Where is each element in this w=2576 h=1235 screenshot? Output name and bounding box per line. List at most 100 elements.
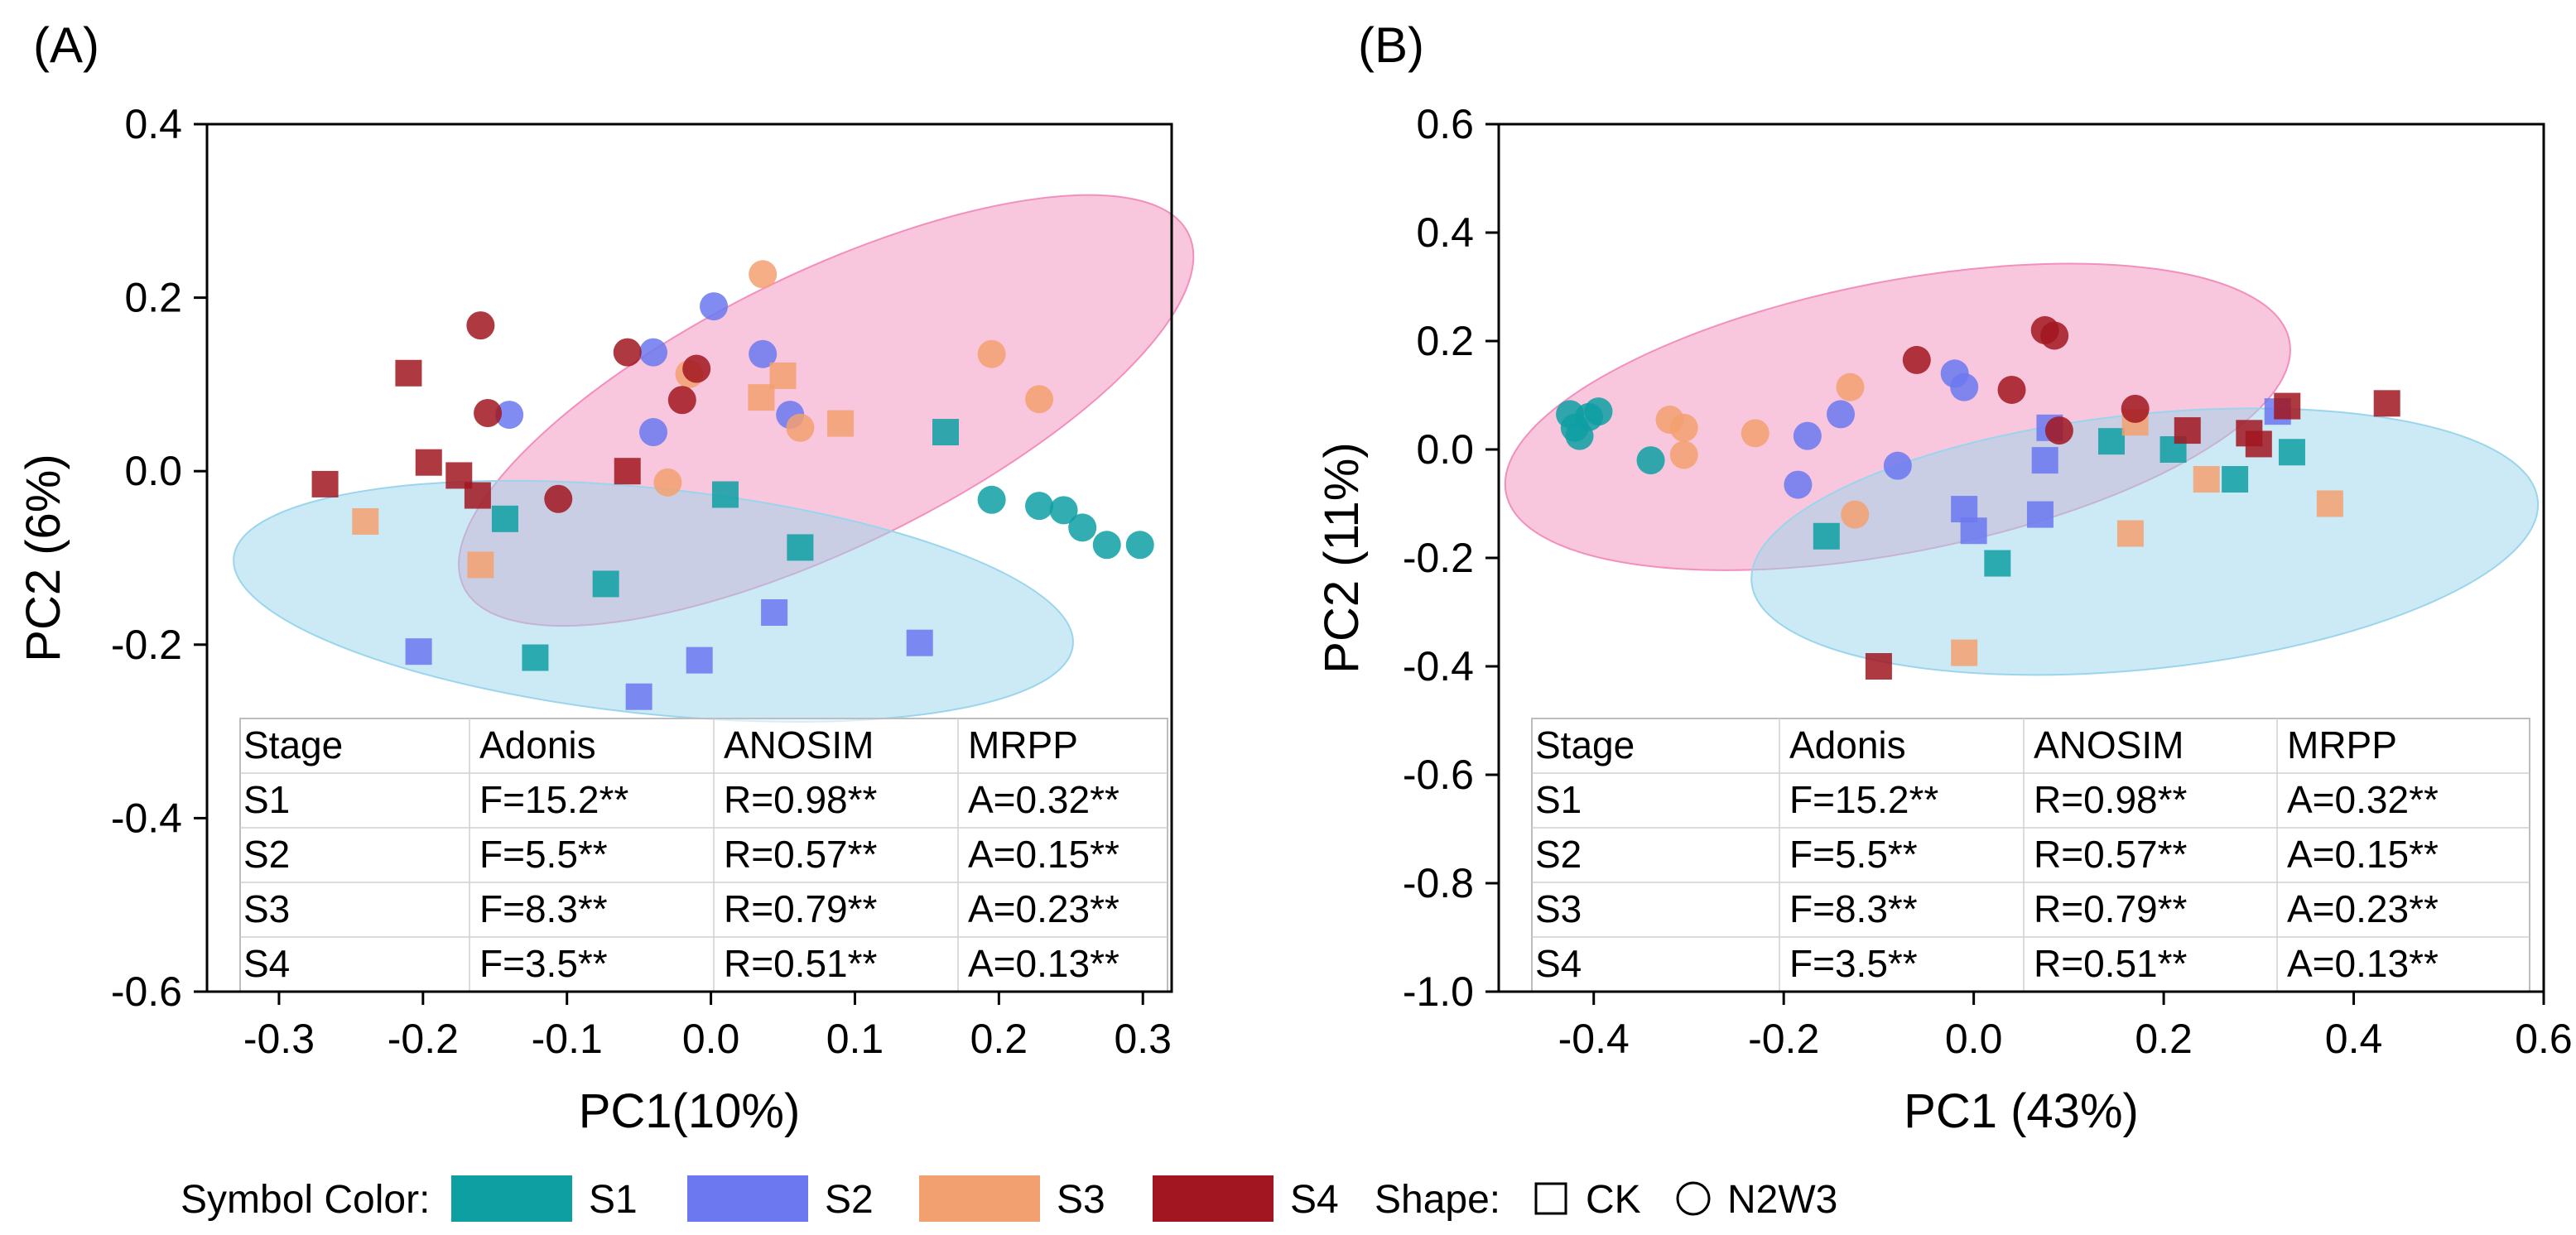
point-s3-n2w3	[1025, 385, 1054, 414]
legend-swatch-s1	[451, 1175, 572, 1222]
table-cell: R=0.79**	[724, 887, 878, 930]
point-s2-n2w3	[1827, 400, 1856, 429]
point-s4-ck	[2174, 417, 2201, 445]
point-s4-n2w3	[474, 398, 503, 427]
table-header-adonis: Adonis	[479, 723, 596, 766]
point-s3-n2w3	[1841, 500, 1870, 529]
table-cell: F=8.3**	[479, 887, 608, 930]
y-tick-label: -0.2	[1403, 535, 1474, 581]
y-tick-label: 0.6	[1416, 101, 1474, 147]
table-cell: F=8.3**	[1789, 887, 1918, 930]
point-s3-ck	[827, 410, 855, 437]
point-s2-ck	[906, 629, 933, 656]
point-s4-n2w3	[2121, 394, 2150, 423]
point-s2-n2w3	[1950, 372, 1979, 401]
legend-swatch-s2	[687, 1175, 808, 1222]
y-tick-label: -0.8	[1403, 860, 1474, 906]
x-tick-label: -0.2	[1748, 1016, 1819, 1062]
point-s1-n2w3	[1049, 496, 1078, 525]
legend-label-s4: S4	[1290, 1178, 1339, 1222]
point-s1-ck	[1984, 550, 2011, 577]
point-s4-n2w3	[1902, 345, 1931, 374]
point-s4-n2w3	[682, 354, 711, 383]
point-s2-n2w3	[1784, 470, 1813, 499]
y-axis-label-a: PC2 (6%)	[17, 454, 70, 661]
table-cell: A=0.15**	[2287, 833, 2439, 876]
point-s4-ck	[311, 470, 339, 497]
table-cell: S2	[1535, 833, 1582, 876]
point-s1-n2w3	[977, 485, 1006, 514]
panel-a: (A) Stage Adonis ANOSIM MRPP S1 F=15.2** R=0.98…	[17, 17, 1195, 1138]
table-cell: R=0.98**	[724, 778, 878, 821]
table-cell: S3	[1535, 887, 1582, 930]
point-s1-ck	[787, 534, 814, 561]
table-cell: R=0.51**	[2034, 942, 2188, 985]
point-s1-n2w3	[1584, 397, 1613, 426]
point-s3-n2w3	[786, 413, 815, 442]
table-cell: R=0.98**	[2034, 778, 2188, 821]
point-s4-ck	[395, 359, 422, 387]
y-tick-label: -0.2	[111, 622, 182, 668]
point-s1-n2w3	[1025, 492, 1054, 521]
table-header-stage: Stage	[1535, 723, 1635, 766]
y-tick-label: 0.2	[124, 275, 182, 321]
legend-shape-label: Shape:	[1375, 1178, 1500, 1222]
table-cell: F=5.5**	[479, 833, 608, 876]
table-cell: F=3.5**	[1789, 942, 1918, 985]
point-s1-ck	[491, 505, 518, 532]
legend-symbol-color-label: Symbol Color:	[181, 1178, 430, 1222]
point-s1-ck	[1813, 522, 1840, 550]
table-cell: R=0.57**	[724, 833, 878, 876]
point-s4-ck	[614, 458, 641, 485]
stats-table-a	[239, 718, 1168, 992]
point-s4-n2w3	[544, 484, 573, 513]
point-s3-ck	[2193, 466, 2220, 493]
point-s3-n2w3	[1741, 419, 1769, 448]
y-tick-label: 0.0	[124, 448, 182, 494]
legend-shape-n2w3: N2W3	[1727, 1178, 1837, 1222]
point-s2-ck	[2031, 447, 2058, 474]
y-tick-label: -0.6	[111, 968, 182, 1015]
x-tick-label: 0.0	[1945, 1016, 2003, 1062]
point-s2-ck	[405, 638, 432, 666]
x-tick-label: 0.6	[2515, 1016, 2573, 1062]
x-tick-label: 0.2	[2135, 1016, 2193, 1062]
point-s2-n2w3	[639, 418, 668, 447]
point-s4-ck	[2245, 430, 2272, 458]
point-s4-ck	[464, 482, 491, 509]
point-s3-n2w3	[653, 468, 682, 497]
point-s1-n2w3	[1636, 446, 1665, 475]
table-header-adonis: Adonis	[1789, 723, 1906, 766]
point-s1-ck	[711, 481, 739, 508]
table-cell: A=0.15**	[968, 833, 1119, 876]
x-tick-label: -0.3	[243, 1016, 315, 1062]
x-tick-label: -0.2	[388, 1016, 459, 1062]
panel-label-a: (A)	[33, 17, 99, 73]
point-s2-ck	[2026, 501, 2054, 528]
table-header-anosim: ANOSIM	[724, 723, 874, 766]
table-header-mrpp: MRPP	[2287, 723, 2397, 766]
point-s3-ck	[2116, 520, 2144, 547]
point-s4-ck	[1865, 653, 1892, 680]
legend-square-icon	[1534, 1182, 1567, 1215]
table-cell: R=0.57**	[2034, 833, 2188, 876]
legend-label-s1: S1	[589, 1178, 638, 1222]
table-cell: R=0.79**	[2034, 887, 2188, 930]
table-cell: S4	[1535, 942, 1582, 985]
y-tick-label: 0.4	[124, 101, 182, 147]
panel-b: (B) Stage Adonis ANOSIM MRPP S1 F=15.2** R=0.98…	[1315, 17, 2573, 1138]
table-cell: S2	[243, 833, 290, 876]
table-cell: A=0.13**	[2287, 942, 2439, 985]
x-tick-label: -0.4	[1558, 1016, 1630, 1062]
x-tick-label: 0.1	[826, 1016, 884, 1062]
point-s3-n2w3	[1836, 372, 1865, 401]
table-cell: F=3.5**	[479, 942, 608, 985]
table-header-stage: Stage	[243, 723, 343, 766]
point-s3-ck	[352, 507, 379, 535]
point-s3-n2w3	[1669, 440, 1698, 469]
table-header-mrpp: MRPP	[968, 723, 1078, 766]
point-s3-ck	[1951, 639, 1978, 666]
point-s4-ck	[415, 449, 442, 476]
table-cell: A=0.32**	[968, 778, 1119, 821]
point-s3-ck	[769, 362, 797, 389]
